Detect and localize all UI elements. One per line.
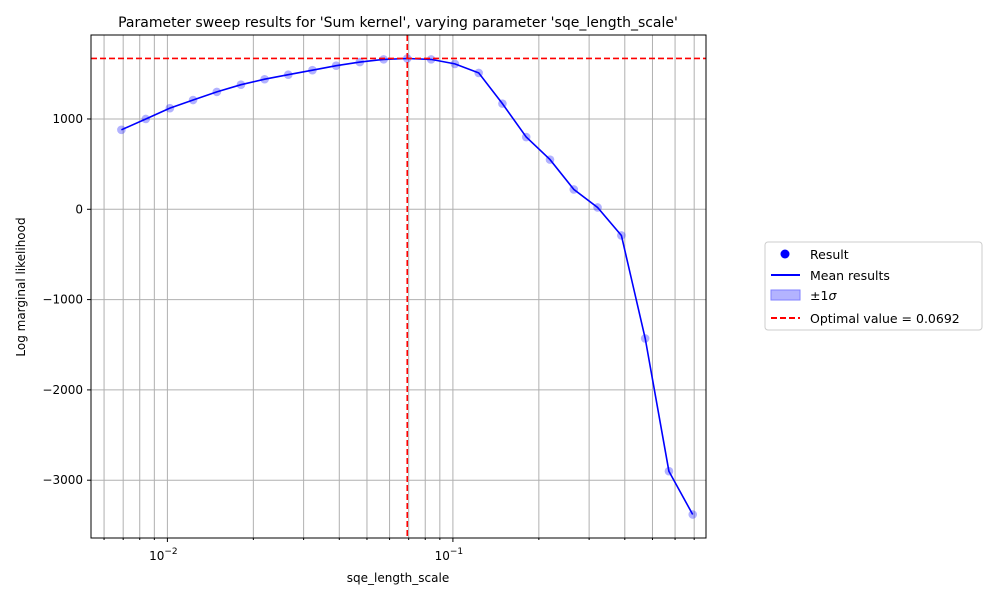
legend-band-label-text: ±1: [810, 288, 828, 303]
result-point: [450, 59, 460, 69]
y-tick-label: −1000: [42, 293, 83, 307]
legend: Result Mean results ±1σ Optimal value = …: [764, 241, 983, 331]
result-point: [688, 510, 698, 519]
result-point: [188, 95, 198, 105]
legend-optimal-label: Optimal value = 0.0692: [810, 311, 960, 326]
legend-frame: [764, 241, 983, 331]
chart-title: Parameter sweep results for 'Sum kernel'…: [118, 15, 678, 31]
result-point: [212, 87, 222, 97]
result-point: [117, 125, 126, 135]
x-tick-label: 10−2: [149, 547, 178, 563]
result-point: [593, 203, 602, 212]
x-tick-label: 10−1: [435, 547, 464, 563]
result-point: [308, 65, 317, 75]
result-point: [379, 55, 388, 64]
plot-frame: [90, 34, 707, 539]
result-point: [664, 466, 674, 476]
result-point: [236, 80, 246, 89]
result-point: [617, 231, 626, 240]
result-point: [260, 74, 269, 84]
result-point: [545, 155, 555, 164]
y-tick-label: −3000: [42, 473, 83, 487]
legend-mean-label: Mean results: [810, 268, 890, 283]
legend-band-sigma: σ: [828, 288, 837, 303]
result-point: [331, 61, 341, 71]
result-point: [141, 114, 151, 124]
legend-band-patch: [770, 289, 801, 301]
result-point: [569, 185, 579, 194]
result-point: [474, 68, 483, 78]
legend-result-label: Result: [810, 247, 849, 262]
x-axis-label: sqe_length_scale: [347, 571, 449, 585]
legend-band-label: ±1σ: [810, 288, 837, 303]
y-tick-label: −2000: [42, 383, 83, 397]
optimal-lines: [91, 35, 706, 538]
result-point: [640, 334, 650, 343]
y-tick-label: 0: [75, 202, 83, 216]
result-points: [117, 54, 698, 519]
ticks: 10−2 10−1 1000 0 −1000 −2000 −3000: [42, 112, 695, 563]
grid: [91, 35, 706, 538]
y-axis-label: Log marginal likelihood: [14, 217, 28, 356]
result-point: [355, 57, 365, 67]
result-point: [521, 132, 531, 142]
legend-result-marker: [780, 249, 790, 259]
result-point: [283, 70, 293, 80]
result-point: [426, 55, 436, 64]
y-tick-label: 1000: [52, 112, 83, 126]
result-point: [165, 103, 175, 113]
result-point: [498, 99, 507, 108]
